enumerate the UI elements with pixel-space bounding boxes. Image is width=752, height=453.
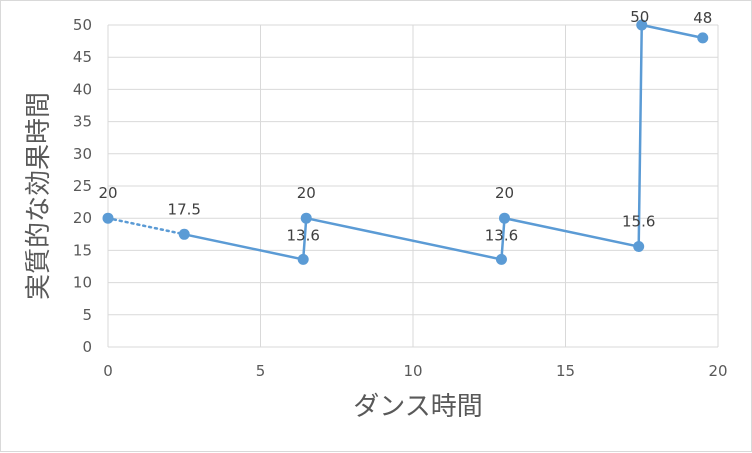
series-segment [301,216,308,261]
x-tick-label: 20 [708,362,727,380]
y-axis-title: 実質的な効果時間 [24,92,54,300]
data-label: 13.6 [286,226,319,244]
x-tick-label: 0 [103,362,113,380]
point-layer [102,19,709,265]
y-tick-label: 10 [73,274,92,292]
y-tick-label: 0 [82,338,92,356]
data-label: 20 [98,184,117,202]
data-label: 17.5 [168,200,201,218]
data-label: 20 [297,184,316,202]
data-point [495,253,507,265]
data-label: 13.6 [485,226,518,244]
x-tick-label: 15 [556,362,575,380]
data-point [102,212,114,224]
y-tick-label: 40 [73,80,92,98]
line-layer [106,23,704,261]
data-point [636,19,648,31]
data-point [300,212,312,224]
y-tick-label: 50 [73,16,92,34]
data-point [697,32,709,44]
tick-layer: 0 5 10 15 20 25 30 35 40 45 50 0 5 10 15 20 [73,16,728,380]
y-tick-label: 35 [73,113,92,131]
y-tick-label: 20 [73,209,92,227]
data-point [633,241,645,253]
series-segment [637,23,643,248]
label-layer: 20 17.5 13.6 20 13.6 20 15.6 50 48 [98,8,712,244]
data-label: 20 [495,184,514,202]
data-point [297,253,309,265]
x-tick-label: 10 [403,362,422,380]
grid-layer [107,24,719,348]
y-tick-label: 25 [73,177,92,195]
x-tick-label: 5 [256,362,266,380]
series-segment [305,216,503,261]
data-label: 48 [693,9,712,27]
y-tick-label: 5 [82,306,92,324]
x-axis-title: ダンス時間 [353,392,482,422]
data-point [499,212,510,224]
data-point [178,228,190,240]
series-segment [500,216,506,261]
series-segment [106,216,186,236]
y-tick-label: 30 [73,145,92,163]
series-segment [640,23,704,40]
y-tick-label: 15 [73,241,92,259]
series-segment [183,233,305,261]
series-segment [503,216,640,248]
data-label: 15.6 [622,213,655,231]
y-tick-label: 45 [73,48,92,66]
data-label: 50 [630,8,649,26]
